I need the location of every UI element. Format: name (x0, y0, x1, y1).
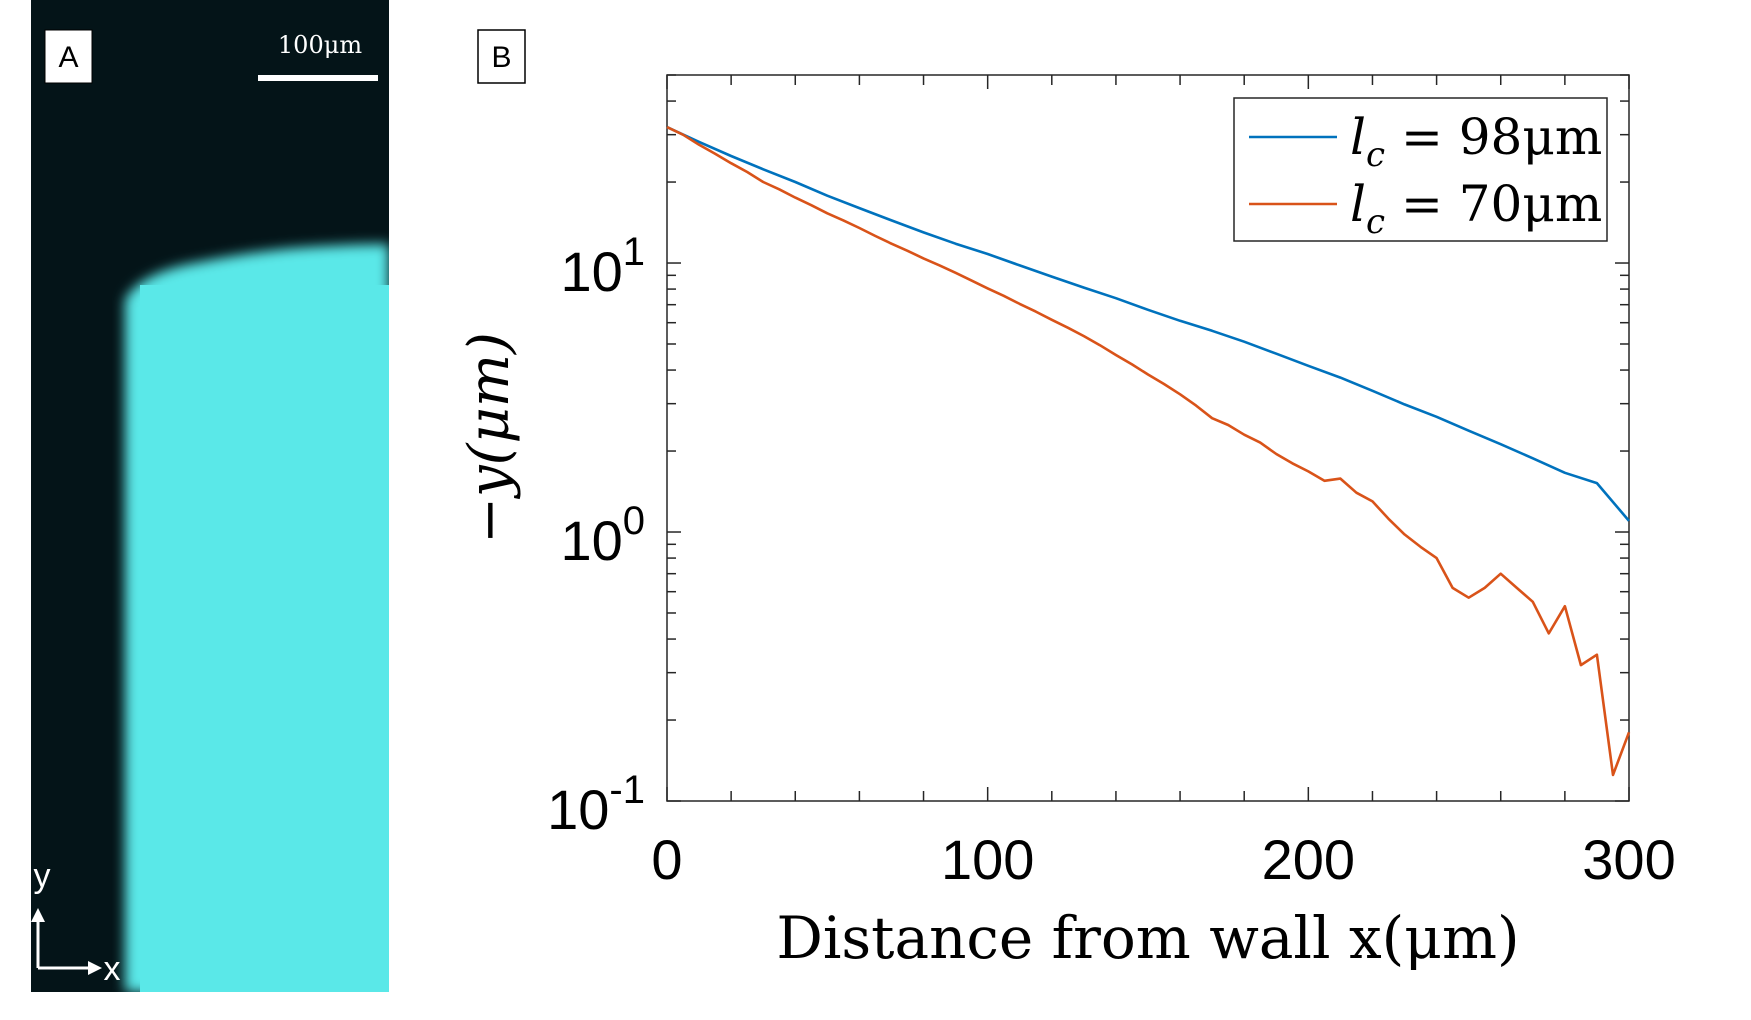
legend-label-1: lc = 98μm (1350, 108, 1602, 175)
series-line-1 (666, 125, 1630, 522)
scale-bar-line (258, 75, 378, 81)
x-tick-label: 300 (1582, 828, 1675, 891)
microscopy-panel (31, 0, 389, 992)
legend-label-2: lc = 70μm (1350, 175, 1602, 242)
y-tick-label: 101 (560, 230, 645, 303)
axis-ticks (666, 74, 1630, 802)
axis-y-label: y (34, 857, 51, 895)
scale-bar: 100μm (258, 31, 378, 81)
series-layer (666, 125, 1631, 777)
series-line-2 (666, 125, 1631, 777)
x-tick-label: 200 (1262, 828, 1355, 891)
y-tick-label: 10-1 (547, 768, 645, 841)
panel-b-label: B (477, 29, 526, 84)
axis-x-label: x (104, 950, 121, 988)
tick-labels: 0 100 200 300 10-1 100 101 (547, 230, 1676, 891)
x-tick-label: 0 (651, 828, 682, 891)
fluid-core (140, 285, 389, 992)
axis-indicator: y x (31, 857, 121, 988)
scale-bar-label: 100μm (278, 31, 362, 59)
panel-a-label-text: A (58, 41, 78, 74)
y-axis-title: −y(μm) (457, 332, 522, 544)
y-tick-label: 100 (560, 499, 645, 572)
legend-box (1233, 97, 1608, 242)
panel-a-label: A (44, 29, 93, 84)
x-tick-label: 100 (941, 828, 1034, 891)
x-axis-title: Distance from wall x(μm) (776, 904, 1519, 972)
panel-b-label-text: B (491, 41, 511, 74)
